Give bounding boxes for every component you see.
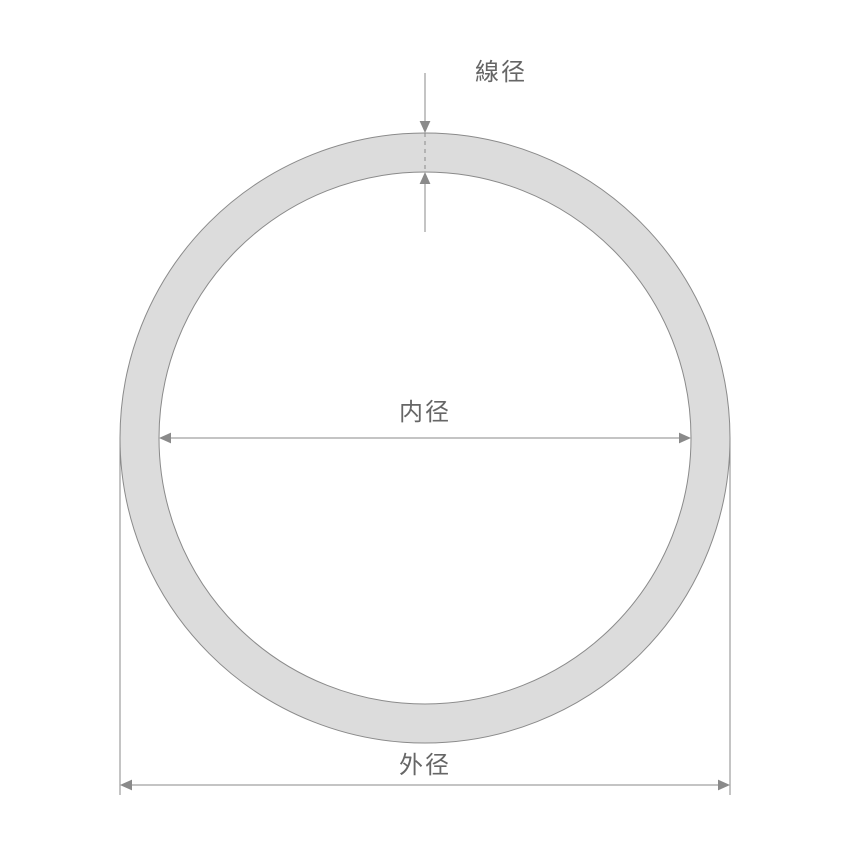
outer-diameter-arrow-right <box>718 780 730 791</box>
outer-diameter-arrow-left <box>120 780 132 791</box>
ring-dimension-diagram: 外径 内径 線径 <box>0 0 850 850</box>
wire-diameter-bottom-arrow <box>420 172 431 184</box>
wire-diameter-label: 線径 <box>475 59 527 86</box>
inner-diameter-arrow-left <box>159 433 171 444</box>
outer-diameter-label: 外径 <box>399 752 451 779</box>
inner-diameter-label: 内径 <box>399 399 451 426</box>
wire-diameter-top-arrow <box>420 121 431 133</box>
inner-diameter-arrow-right <box>679 433 691 444</box>
